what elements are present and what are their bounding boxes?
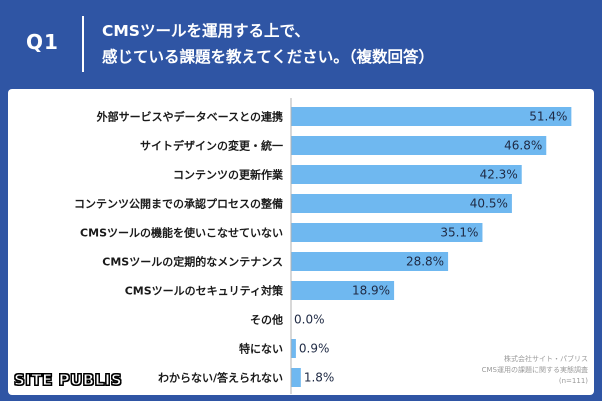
bar xyxy=(291,194,512,213)
source-survey: CMS運用の課題に関する実態調査 xyxy=(481,366,588,374)
header-divider xyxy=(82,16,84,72)
category-label: わからない/答えられない xyxy=(158,371,283,385)
question-title-line2: 感じている課題を教えてください。（複数回答） xyxy=(102,48,435,66)
bar xyxy=(291,281,395,300)
registered-mark: ® xyxy=(122,373,130,381)
value-label: 1.8% xyxy=(304,371,335,385)
question-number: Q1 xyxy=(26,30,59,54)
bar xyxy=(291,136,547,155)
bar xyxy=(291,368,301,387)
category-label: コンテンツ公開までの承認プロセスの整備 xyxy=(74,197,283,211)
bar xyxy=(291,252,449,271)
value-label: 0.0% xyxy=(294,313,325,327)
category-label: コンテンツの更新作業 xyxy=(173,168,284,182)
source-sample-size: (n=111) xyxy=(558,377,588,385)
category-label: サイトデザインの変更・統一 xyxy=(140,139,283,153)
source-company: 株式会社サイト・パブリス xyxy=(504,355,588,363)
value-label: 18.9% xyxy=(352,284,390,298)
bar-chart: 外部サービスやデータベースとの連携 51.4% サイトデザインの変更・統一 46.8%… xyxy=(74,98,572,394)
source-note: 株式会社サイト・パブリス CMS運用の課題に関する実態調査 (n=111) xyxy=(482,354,588,387)
value-label: 51.4% xyxy=(529,110,567,124)
logo-text: SITE PUBLIS xyxy=(13,371,123,390)
value-label: 40.5% xyxy=(470,197,508,211)
header: Q1 CMSツールを運用する上で、 感じている課題を教えてください。（複数回答） xyxy=(0,0,602,88)
chart-card: 外部サービスやデータベースとの連携 51.4% サイトデザインの変更・統一 46.8%… xyxy=(8,89,594,395)
category-label: その他 xyxy=(250,313,283,327)
category-label: 特にない xyxy=(239,342,283,356)
value-label: 35.1% xyxy=(440,226,478,240)
question-title: CMSツールを運用する上で、 感じている課題を教えてください。（複数回答） xyxy=(102,18,592,70)
bar xyxy=(291,165,522,184)
value-label: 42.3% xyxy=(480,168,518,182)
category-label: CMSツールの機能を使いこなせていない xyxy=(80,226,283,240)
bar xyxy=(291,107,572,126)
site-publis-logo: SITE PUBLIS® xyxy=(13,371,130,390)
category-label: CMSツールのセキュリティ対策 xyxy=(125,284,284,298)
bar xyxy=(291,339,296,358)
question-title-line1: CMSツールを運用する上で、 xyxy=(102,22,310,40)
bar xyxy=(291,223,483,242)
value-label: 0.9% xyxy=(299,342,330,356)
category-label: 外部サービスやデータベースとの連携 xyxy=(96,110,283,124)
value-label: 46.8% xyxy=(504,139,542,153)
value-label: 28.8% xyxy=(406,255,444,269)
category-label: CMSツールの定期的なメンテナンス xyxy=(102,255,283,269)
